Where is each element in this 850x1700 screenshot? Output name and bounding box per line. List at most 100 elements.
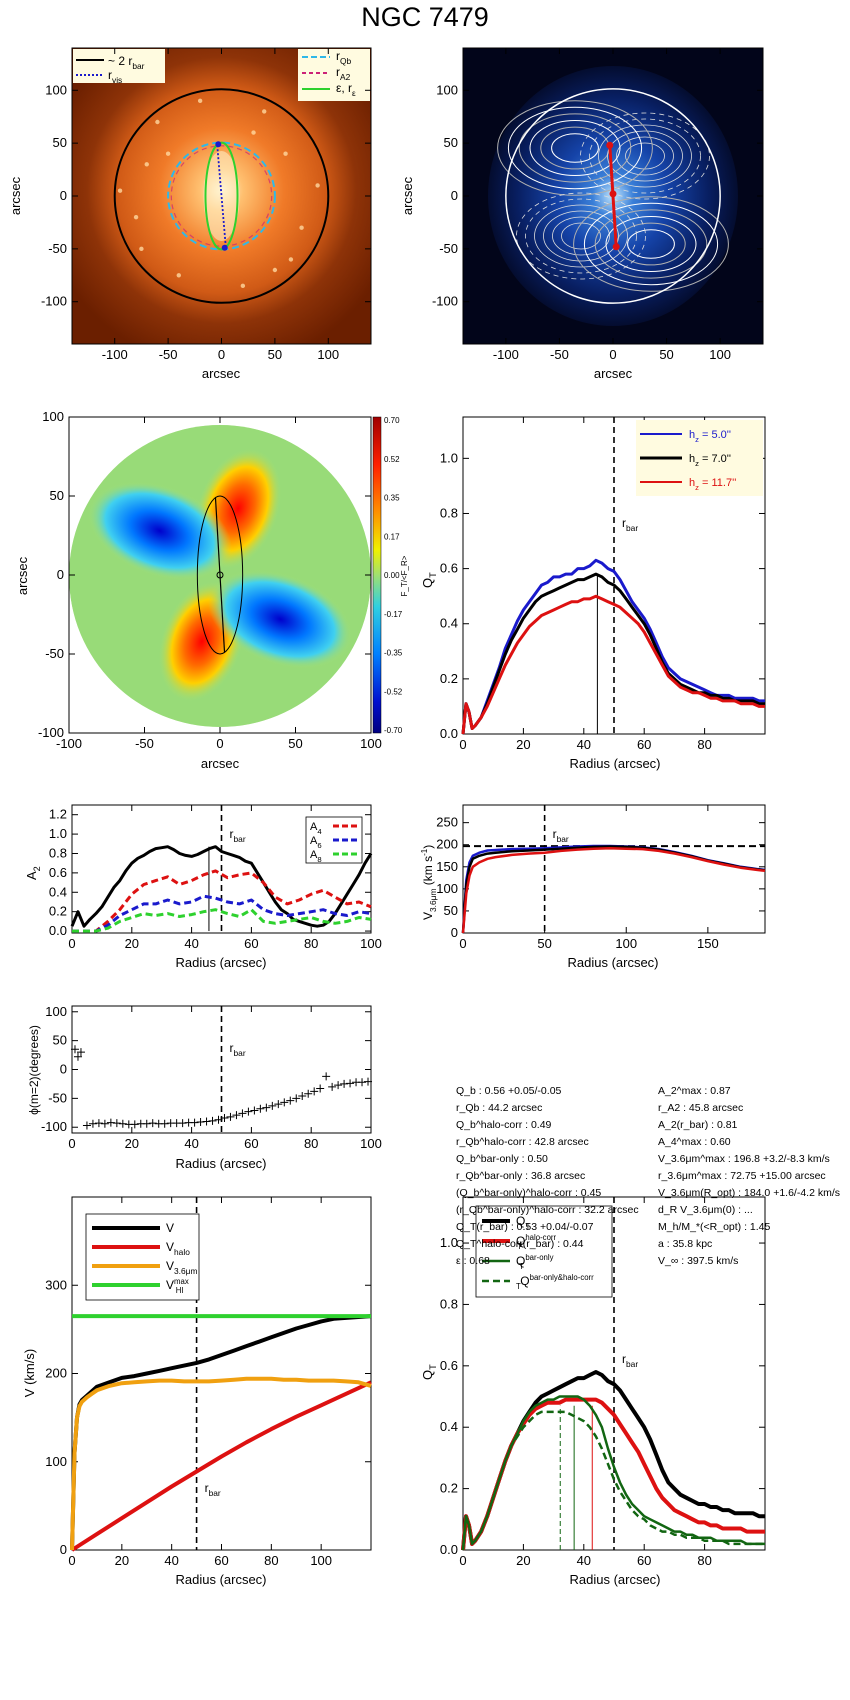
phase-point xyxy=(346,1079,355,1088)
vhalo-xtick-label: 0 xyxy=(68,1553,75,1568)
a2-legend-label: A6 xyxy=(310,835,322,850)
hii-region xyxy=(165,151,171,156)
phase-point xyxy=(220,1113,229,1122)
contour-lower-right xyxy=(594,209,708,279)
vhalo-xtick-label: 20 xyxy=(115,1553,129,1568)
param-left-line: Q_b^bar-only : 0.50 xyxy=(456,1153,548,1165)
image2-xtick-label: 50 xyxy=(659,347,673,362)
vhalo-legend-label: Vhalo xyxy=(166,1240,190,1257)
phase-ytick-label: 50 xyxy=(53,1033,67,1048)
legend-box-left xyxy=(73,49,165,83)
phase-point xyxy=(334,1081,343,1090)
qt-main-ytick-label: 0.0 xyxy=(440,726,458,741)
vcirc-ylabel: V3.6μm (km s-1) xyxy=(420,845,438,920)
phase-xtick-label: 40 xyxy=(184,1136,198,1151)
qt-decomp-xtick-label: 60 xyxy=(637,1553,651,1568)
qt-decomp-series-3 xyxy=(461,1410,765,1551)
map-center xyxy=(216,571,224,579)
qt-main-xlabel: Radius (arcsec) xyxy=(569,756,660,771)
contour-upper-left xyxy=(497,100,653,196)
qt-main-ytick-label: 1.0 xyxy=(440,450,458,465)
legend-label-2rbar: ~ 2 rbar xyxy=(108,54,145,71)
phase-ytick-label: -50 xyxy=(48,1090,67,1105)
phase-point xyxy=(76,1048,85,1057)
image1-xtick-label: 0 xyxy=(218,347,225,362)
a2-xtick-label: 20 xyxy=(125,936,139,951)
phase-ytick-label: -100 xyxy=(41,1119,67,1134)
qt-decomp-legend-label: Qbar-only&halo-corr T xyxy=(516,1273,594,1291)
qt-decomp-ytick-label: 0.8 xyxy=(440,1296,458,1311)
vhalo-series-2 xyxy=(70,1376,372,1551)
phase-ytick-label: 0 xyxy=(60,1062,67,1077)
colorbar-tick-label: -0.17 xyxy=(384,610,403,619)
param-right-line: V_3.6μm^max : 196.8 +3.2/-8.3 km/s xyxy=(658,1153,830,1165)
qt-main-rbar-label: rbar xyxy=(622,516,638,533)
force-map-xtick-label: 100 xyxy=(360,736,382,751)
phase-point xyxy=(364,1077,373,1086)
param-left-line: (Q_b^bar-only)^halo-corr : 0.45 xyxy=(456,1187,602,1199)
colorbar-label: F_T/<F_R> xyxy=(400,555,409,596)
image1-xtick-label: -50 xyxy=(159,347,178,362)
legend-label-eps: ε, rε xyxy=(336,81,356,98)
param-right-line: A_2^max : 0.87 xyxy=(658,1085,731,1097)
vhalo-xtick-label: 100 xyxy=(310,1553,332,1568)
hii-region xyxy=(117,188,123,193)
qt-main-ytick-label: 0.8 xyxy=(440,505,458,520)
phase-xtick-label: 20 xyxy=(125,1136,139,1151)
figure-title: NGC 7479 xyxy=(361,2,489,32)
image2-xtick-label: -50 xyxy=(550,347,569,362)
vhalo-ytick-label: 200 xyxy=(45,1366,67,1381)
qt-main-ytick-label: 0.4 xyxy=(440,616,458,631)
force-map-xtick-label: 0 xyxy=(216,736,223,751)
image1-ytick-label: -100 xyxy=(41,294,67,309)
phase-point xyxy=(280,1098,289,1107)
param-right-line: A_4^max : 0.60 xyxy=(658,1136,731,1148)
a2-ytick-label: 0.6 xyxy=(49,865,67,880)
colorbar-tick-label: -0.35 xyxy=(384,649,403,658)
vcirc-series-0 xyxy=(461,844,766,934)
phase-point xyxy=(196,1118,205,1127)
vcirc-series-2 xyxy=(461,847,766,934)
bar-ellipse-map xyxy=(196,495,244,655)
a2-ytick-label: 0.0 xyxy=(49,923,67,938)
hii-region xyxy=(133,214,139,220)
image1-xlabel: arcsec xyxy=(202,366,241,381)
phase-point xyxy=(316,1084,325,1093)
qt-series-2 xyxy=(461,594,765,735)
contour-lower-right xyxy=(627,229,675,259)
phase-xtick-label: 0 xyxy=(68,1136,75,1151)
phase-point xyxy=(244,1107,253,1116)
param-left-line: r_Qb : 44.2 arcsec xyxy=(456,1102,543,1114)
image1-ytick-label: -50 xyxy=(48,241,67,256)
bar-point xyxy=(612,243,620,251)
phase-point xyxy=(322,1072,331,1081)
phase-point xyxy=(70,1045,79,1054)
vhalo-xtick-label: 60 xyxy=(214,1553,228,1568)
image2-xtick-label: 0 xyxy=(609,347,616,362)
qt-main-xtick-label: 20 xyxy=(516,737,530,752)
contour-upper-right xyxy=(598,124,692,188)
image2-ytick-label: -100 xyxy=(432,294,458,309)
qt-main-ytick-label: 0.2 xyxy=(440,671,458,686)
qt-main-xtick-label: 60 xyxy=(637,737,651,752)
phase-point xyxy=(208,1116,217,1125)
contour-lower-right xyxy=(605,216,697,272)
vhalo-legend-label: Vmax HI xyxy=(166,1277,189,1295)
contour-upper-right xyxy=(589,118,701,194)
colorbar-tick-label: 0.52 xyxy=(384,455,400,464)
image2-ytick-label: 0 xyxy=(451,188,458,203)
vcirc-rbar-label: rbar xyxy=(553,827,569,844)
vhalo-legend-label: V3.6μm xyxy=(166,1259,197,1276)
phase-point xyxy=(256,1104,265,1113)
phase-point xyxy=(88,1119,97,1128)
force-map-xlabel: arcsec xyxy=(201,756,240,771)
image1-ytick-label: 100 xyxy=(45,82,67,97)
hii-region xyxy=(299,225,304,230)
image1-xtick-label: 50 xyxy=(268,347,282,362)
phase-point xyxy=(160,1119,169,1128)
vhalo-legend-label: V xyxy=(166,1221,174,1235)
phase-point xyxy=(226,1112,235,1121)
vcirc-xtick-label: 50 xyxy=(537,936,551,951)
phase-point xyxy=(232,1111,241,1120)
